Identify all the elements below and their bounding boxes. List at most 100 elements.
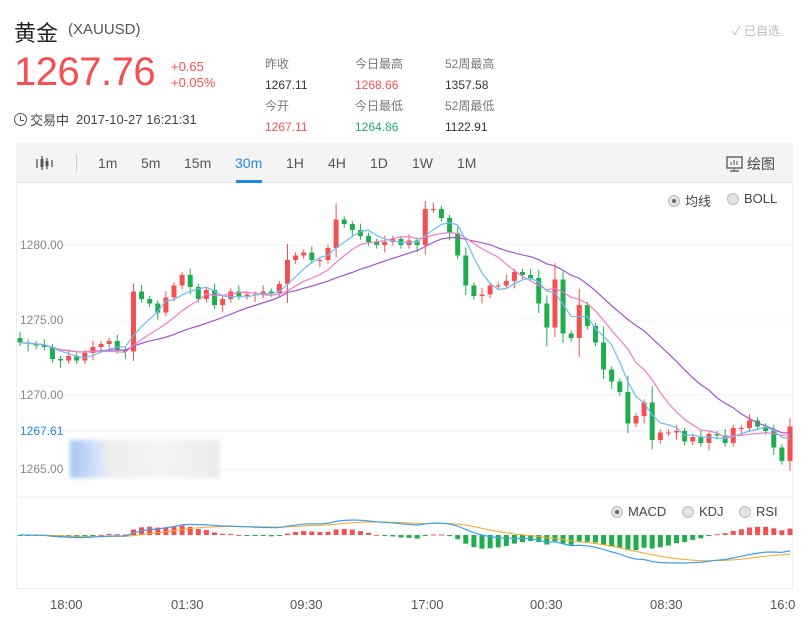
trading-status: 交易中 2017-10-27 16:21:31 [14,110,197,129]
macd-histogram-bar [746,527,752,535]
candle-body [657,432,663,440]
macd-histogram-bar [317,532,323,535]
candlestick-type-icon[interactable] [34,154,54,172]
macd-histogram-bar [147,526,153,535]
macd-histogram-bar [398,535,404,538]
macd-histogram-bar [601,535,607,545]
indicator-ma-radio[interactable]: 均线 [668,191,711,210]
macd-histogram-bar [609,535,615,547]
candle-body [649,402,655,440]
macd-histogram-bar [390,535,396,537]
candle-body [98,344,104,347]
candle-body [276,284,282,293]
macd-histogram-bar [584,535,590,542]
radio-label: MACD [628,504,667,519]
macd-histogram-bar [674,535,680,544]
ma20-line [19,237,791,434]
macd-histogram-bar [706,535,712,537]
macd-histogram-bar [503,535,509,546]
stat-label: 今开 [265,99,290,113]
radio-label: 均线 [685,194,712,209]
candle-body [293,255,299,260]
indicator-rsi-radio[interactable]: RSI [739,504,778,519]
candle-body [268,291,274,293]
tab-timeframe-15m[interactable]: 15m [184,155,212,171]
macd-histogram-bar [325,531,331,535]
tab-timeframe-1D[interactable]: 1D [370,155,388,171]
candle-body [171,285,177,298]
candle-body [787,426,793,461]
macd-histogram-bar [649,535,655,549]
stat-value: 1122.91 [445,120,488,134]
macd-histogram-bar [212,532,218,535]
candle-body [309,252,315,260]
draw-chart-icon [726,156,743,172]
radio-icon [682,505,694,518]
tab-timeframe-1m[interactable]: 1m [98,155,118,171]
price-change: +0.65 [171,59,204,74]
macd-histogram-bar [641,535,647,548]
candle-body [130,291,136,352]
candle-body [463,255,469,286]
tab-timeframe-30m[interactable]: 30m [235,155,263,171]
macd-histogram-bar [341,528,347,535]
status-text: 交易中 [30,113,70,128]
indicator-boll-radio[interactable]: BOLL [727,191,777,206]
candle-body [333,219,339,248]
candle-body [763,426,769,431]
macd-histogram-bar [479,535,485,549]
macd-histogram-bar [536,535,542,543]
chart-area[interactable] [16,183,793,589]
y-tick-label: 1270.00 [20,388,64,402]
indicator-macd-radio[interactable]: MACD [611,504,666,519]
radio-icon [739,505,751,518]
macd-histogram-bar [260,535,266,537]
candle-body [341,219,347,224]
stat-label: 52周最高 [445,57,495,71]
watermark-blur [70,440,220,478]
candle-body [374,242,380,245]
macd-histogram-bar [114,534,120,536]
candle-body [536,278,542,304]
current-price-label: 1267.61 [20,424,64,438]
candle-body [633,416,639,424]
macd-histogram-bar [763,526,769,535]
tab-timeframe-5m[interactable]: 5m [141,155,161,171]
macd-histogram-bar [455,535,461,540]
tab-timeframe-1W[interactable]: 1W [412,155,433,171]
macd-histogram-bar [301,531,307,535]
macd-histogram-bar [106,533,112,535]
candle-body [592,326,598,343]
candle-body [682,431,688,442]
stat-2: 52周最高 1357.58 [445,55,494,92]
macd-histogram-bar [471,535,477,548]
x-tick-label: 08:30 [650,597,683,612]
macd-histogram-bar [333,529,339,535]
macd-histogram-bar [414,535,420,539]
candle-body [33,344,39,346]
tab-timeframe-1M[interactable]: 1M [457,155,477,171]
tab-timeframe-1H[interactable]: 1H [286,155,304,171]
candle-body [552,279,558,328]
candle-body [511,272,517,281]
macd-histogram-bar [58,535,64,538]
candle-body [779,447,785,461]
macd-histogram-bar [463,535,469,544]
indicator-kdj-radio[interactable]: KDJ [682,504,724,519]
candle-body [357,230,363,236]
candle-body [665,432,671,434]
candle-body [641,402,647,416]
favorite-button[interactable]: ✓ 已自选 [732,24,780,38]
draw-button[interactable]: 绘图 [726,154,775,174]
candle-body [706,434,712,443]
stat-5: 52周最低 1122.91 [445,97,494,134]
tab-timeframe-4H[interactable]: 4H [328,155,346,171]
candle-body [187,275,193,287]
candle-body [544,303,550,328]
macd-histogram-bar [406,535,412,538]
macd-histogram-bar [90,535,96,536]
macd-dif-line [19,519,791,564]
candle-body [82,353,88,361]
candle-body [58,359,64,361]
candle-body [366,236,372,242]
